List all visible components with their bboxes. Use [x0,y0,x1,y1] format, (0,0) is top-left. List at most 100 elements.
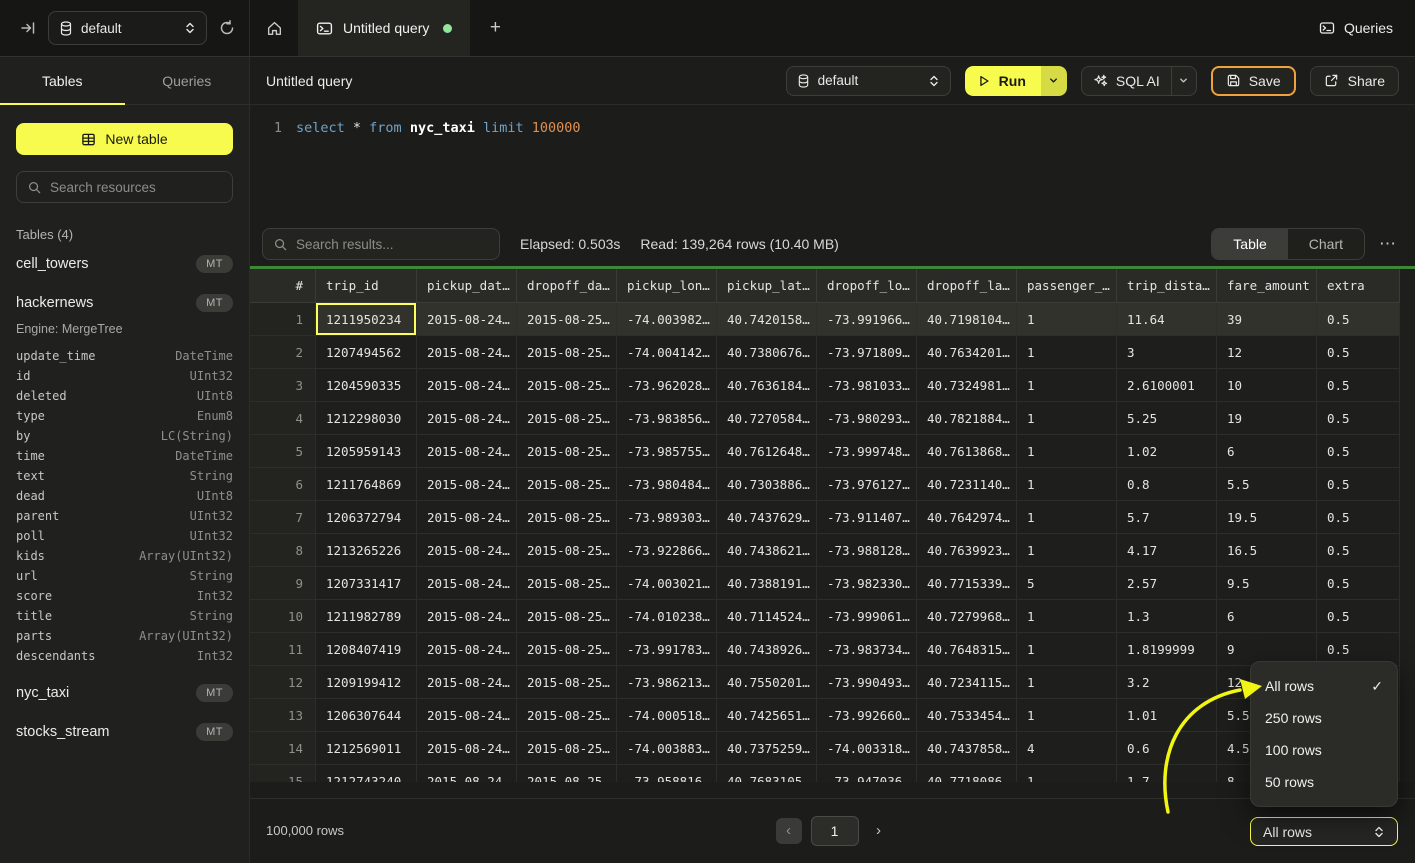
table-cell[interactable]: 40.7388191… [717,567,817,600]
table-cell[interactable]: 1206307644 [316,699,417,732]
table-cell[interactable]: 1211982789 [316,600,417,633]
table-cell[interactable]: 0.5 [1317,501,1400,534]
table-cell[interactable]: 40.7639923… [917,534,1017,567]
sidebar-item-stocks-stream[interactable]: stocks_stream MT [16,715,233,749]
table-cell[interactable]: 40.7550201… [717,666,817,699]
table-cell[interactable]: 2015-08-24… [417,633,517,666]
table-cell[interactable]: 40.7613868… [917,435,1017,468]
share-button[interactable]: Share [1309,65,1399,96]
column-header[interactable]: trip_dista… [1117,269,1217,303]
column-header[interactable]: dropoff_da… [517,269,617,303]
table-cell[interactable]: 2015-08-25… [517,633,617,666]
table-cell[interactable]: 1.3 [1117,600,1217,633]
table-cell[interactable]: 5.25 [1117,402,1217,435]
table-cell[interactable]: 1 [1017,765,1117,782]
table-cell[interactable]: -73.999748… [817,435,917,468]
sql-editor[interactable]: 1 select * from nyc_taxi limit 100000 [250,105,1415,222]
table-cell[interactable]: 1212298030 [316,402,417,435]
page-size-option[interactable]: 50 rows [1251,766,1397,798]
sql-code[interactable]: select * from nyc_taxi limit 100000 [296,120,1415,222]
table-cell[interactable]: -74.003883… [617,732,717,765]
row-number-cell[interactable]: 9 [250,567,316,600]
table-cell[interactable]: 2015-08-24… [417,600,517,633]
page-size-option[interactable]: All rows ✓ [1251,670,1397,702]
table-cell[interactable]: 1211950234 [316,303,417,336]
table-cell[interactable]: 40.7279968… [917,600,1017,633]
table-cell[interactable]: 1.02 [1117,435,1217,468]
table-cell[interactable]: 40.7533454… [917,699,1017,732]
row-number-cell[interactable]: 12 [250,666,316,699]
table-cell[interactable]: -73.983734… [817,633,917,666]
table-cell[interactable]: 1 [1017,435,1117,468]
table-cell[interactable]: 16.5 [1217,534,1317,567]
table-cell[interactable]: 5 [1017,567,1117,600]
table-cell[interactable]: 1205959143 [316,435,417,468]
table-cell[interactable]: 2015-08-25… [517,567,617,600]
table-cell[interactable]: -73.986213… [617,666,717,699]
page-size-option[interactable]: 100 rows [1251,734,1397,766]
table-cell[interactable]: 40.7114524… [717,600,817,633]
table-cell[interactable]: 1204590335 [316,369,417,402]
tab-untitled-query[interactable]: Untitled query [298,0,471,56]
table-cell[interactable]: 1.8199999 [1117,633,1217,666]
table-cell[interactable]: -73.911407… [817,501,917,534]
table-cell[interactable]: 5.7 [1117,501,1217,534]
table-cell[interactable]: 40.7231140… [917,468,1017,501]
table-cell[interactable]: 2015-08-24… [417,732,517,765]
tab-home[interactable] [250,0,298,56]
column-header[interactable]: pickup_lon… [617,269,717,303]
sql-ai-caret[interactable] [1170,66,1196,95]
table-cell[interactable]: 4.17 [1117,534,1217,567]
column-row[interactable]: id UInt32 [16,366,233,386]
table-cell[interactable]: 0.5 [1317,303,1400,336]
table-cell[interactable]: -73.992660… [817,699,917,732]
column-header[interactable]: extra [1317,269,1400,303]
table-cell[interactable]: 40.7303886… [717,468,817,501]
table-cell[interactable]: 40.7437858… [917,732,1017,765]
table-cell[interactable]: -74.003982… [617,303,717,336]
table-cell[interactable]: 0.5 [1317,534,1400,567]
table-cell[interactable]: 19 [1217,402,1317,435]
column-row[interactable]: score Int32 [16,586,233,606]
table-cell[interactable]: 40.7234115… [917,666,1017,699]
sidebar-tab-queries[interactable]: Queries [162,72,212,89]
table-cell[interactable]: 3.2 [1117,666,1217,699]
table-cell[interactable]: 19.5 [1217,501,1317,534]
table-cell[interactable]: -73.922866… [617,534,717,567]
row-number-cell[interactable]: 8 [250,534,316,567]
column-row[interactable]: parent UInt32 [16,506,233,526]
table-cell[interactable]: 1.01 [1117,699,1217,732]
table-cell[interactable]: 2015-08-24… [417,435,517,468]
prev-page-button[interactable]: ‹ [775,817,802,844]
column-header[interactable]: pickup_dat… [417,269,517,303]
table-cell[interactable]: 1212743240 [316,765,417,782]
row-number-cell[interactable]: 4 [250,402,316,435]
table-cell[interactable]: 2015-08-25… [517,303,617,336]
column-header[interactable]: dropoff_la… [917,269,1017,303]
table-cell[interactable]: 0.8 [1117,468,1217,501]
table-cell[interactable]: 40.7324981… [917,369,1017,402]
table-cell[interactable]: 40.7634201… [917,336,1017,369]
table-cell[interactable]: 2.57 [1117,567,1217,600]
table-cell[interactable]: -73.990493… [817,666,917,699]
row-number-cell[interactable]: 14 [250,732,316,765]
run-button[interactable]: Run [964,65,1041,96]
table-cell[interactable]: 40.7683105… [717,765,817,782]
table-cell[interactable]: 40.7438926… [717,633,817,666]
sql-ai-button[interactable]: SQL AI [1082,67,1171,95]
column-header[interactable]: trip_id [316,269,417,303]
row-number-cell[interactable]: 13 [250,699,316,732]
table-cell[interactable]: 1208407419 [316,633,417,666]
sidebar-collapse-icon[interactable] [20,20,36,36]
table-cell[interactable]: -74.000518… [617,699,717,732]
table-cell[interactable]: 0.5 [1317,600,1400,633]
table-cell[interactable]: 2015-08-25… [517,534,617,567]
table-cell[interactable]: 40.7198104… [917,303,1017,336]
table-cell[interactable]: 40.7380676… [717,336,817,369]
sidebar-search-input[interactable] [50,179,227,195]
column-header[interactable]: passenger_… [1017,269,1117,303]
table-cell[interactable]: 40.7612648… [717,435,817,468]
column-header[interactable]: # [250,269,316,303]
table-cell[interactable]: 0.5 [1317,567,1400,600]
table-cell[interactable]: 1 [1017,666,1117,699]
